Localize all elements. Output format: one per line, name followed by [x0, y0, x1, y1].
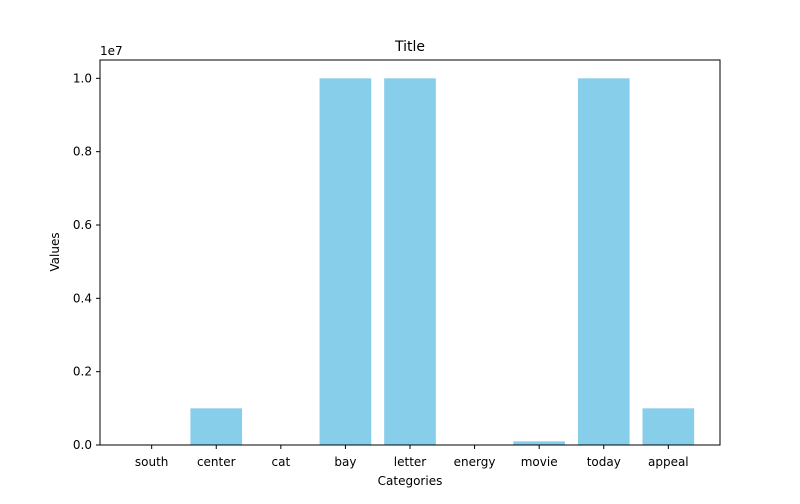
bar-today: [578, 78, 630, 445]
x-tick-label: movie: [521, 455, 558, 469]
x-tick-label: south: [135, 455, 169, 469]
x-tick-label: today: [587, 455, 621, 469]
x-tick-label: appeal: [648, 455, 689, 469]
y-tick-label: 0.4: [73, 291, 92, 305]
x-tick-label: center: [197, 455, 236, 469]
y-tick-label: 0.2: [73, 365, 92, 379]
x-tick-label: energy: [454, 455, 496, 469]
y-tick-label: 0.6: [73, 218, 92, 232]
bar-movie: [513, 441, 565, 445]
bar-center: [190, 408, 242, 445]
chart-title: Title: [394, 39, 425, 55]
x-tick-label: cat: [272, 455, 291, 469]
x-tick-label: letter: [394, 455, 427, 469]
bar-appeal: [643, 408, 695, 445]
y-axis-label: Values: [48, 232, 62, 271]
y-tick-label: 0.8: [73, 145, 92, 159]
x-ticks: south center cat bay letter energy movie today a…: [135, 445, 689, 469]
bar-letter: [384, 78, 436, 445]
bars-group: [126, 78, 694, 445]
bar-bay: [320, 78, 372, 445]
y-ticks: 0.0 0.2 0.4 0.6 0.8 1.0: [73, 71, 100, 452]
x-axis-label: Categories: [378, 474, 443, 488]
x-tick-label: bay: [334, 455, 356, 469]
y-tick-label: 0.0: [73, 438, 92, 452]
y-axis-offset-label: 1e7: [100, 44, 123, 58]
y-tick-label: 1.0: [73, 71, 92, 85]
